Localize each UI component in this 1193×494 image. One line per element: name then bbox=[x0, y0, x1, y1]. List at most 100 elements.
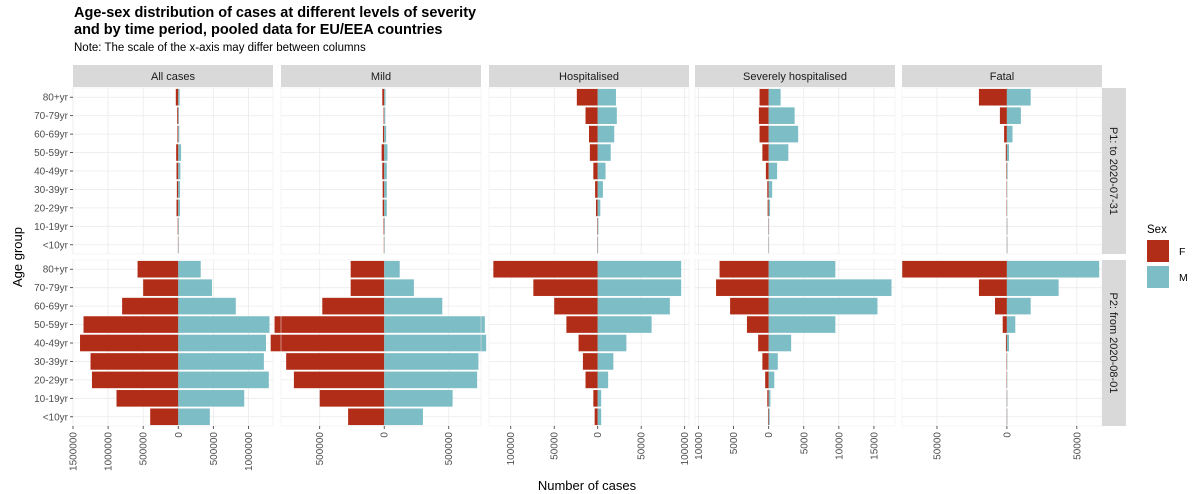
y-tick-label: 40-49yr bbox=[34, 339, 69, 350]
bar-male bbox=[1006, 144, 1009, 161]
chart-subtitle: Note: The scale of the x-axis may differ… bbox=[74, 42, 366, 54]
bar-female bbox=[83, 316, 179, 333]
x-tick-label: 500000 bbox=[315, 432, 326, 466]
y-tick-label: 30-39yr bbox=[34, 357, 69, 368]
legend-swatch bbox=[1147, 240, 1169, 262]
bar-female bbox=[767, 199, 769, 217]
bar-female bbox=[593, 162, 598, 180]
bar-female bbox=[582, 353, 598, 370]
bar-female bbox=[716, 279, 769, 296]
bar-male bbox=[384, 353, 479, 370]
bar-female bbox=[765, 371, 769, 389]
column-strip bbox=[489, 65, 689, 87]
bar-male bbox=[597, 144, 611, 161]
column-strip-label: Fatal bbox=[990, 71, 1014, 83]
bar-male bbox=[384, 408, 423, 426]
y-tick-label: 10-19yr bbox=[34, 394, 69, 405]
bar-male bbox=[384, 88, 386, 106]
bar-female bbox=[322, 297, 385, 315]
bar-male bbox=[178, 125, 180, 143]
bar-female bbox=[493, 260, 598, 278]
bar-male bbox=[178, 408, 210, 426]
bar-male bbox=[768, 316, 836, 333]
x-tick-label: 15000 bbox=[869, 432, 880, 460]
legend-label: F bbox=[1179, 246, 1185, 258]
chart-title: Age-sex distribution of cases at differe… bbox=[74, 5, 477, 38]
bar-male bbox=[1006, 279, 1059, 296]
bar-female bbox=[999, 107, 1007, 124]
bar-male bbox=[178, 316, 270, 333]
bar-male bbox=[178, 279, 212, 296]
bar-male bbox=[597, 279, 682, 296]
bar-male bbox=[178, 260, 201, 278]
y-tick-label: 40-49yr bbox=[34, 167, 69, 178]
bar-male bbox=[178, 390, 245, 407]
bar-female bbox=[767, 181, 769, 198]
bar-male bbox=[178, 353, 264, 370]
y-tick-label: 60-69yr bbox=[34, 130, 69, 141]
bar-female bbox=[767, 408, 769, 426]
bar-female bbox=[566, 316, 598, 333]
bar-male bbox=[384, 260, 400, 278]
bar-female bbox=[533, 279, 598, 296]
bar-male bbox=[384, 162, 387, 180]
y-tick-label: 20-29yr bbox=[34, 203, 69, 214]
y-tick-label: 20-29yr bbox=[34, 375, 69, 386]
bar-male bbox=[384, 144, 388, 161]
bar-male bbox=[768, 107, 795, 124]
row-strip-label: P1: to 2020-07-31 bbox=[1107, 127, 1119, 215]
bar-male bbox=[768, 353, 778, 370]
bar-male bbox=[768, 181, 773, 198]
x-tick-label: 500000 bbox=[209, 432, 220, 466]
bar-female bbox=[762, 353, 769, 370]
bar-female bbox=[1005, 334, 1007, 352]
bar-female bbox=[585, 371, 598, 389]
bar-female bbox=[995, 297, 1007, 315]
bar-female bbox=[746, 316, 769, 333]
bar-female bbox=[759, 125, 769, 143]
bar-female bbox=[382, 162, 385, 180]
bar-female bbox=[381, 144, 385, 161]
bar-male bbox=[384, 316, 485, 333]
bar-female bbox=[143, 279, 179, 296]
bar-male bbox=[1006, 334, 1009, 352]
bar-female bbox=[1006, 162, 1007, 180]
bar-female bbox=[759, 88, 769, 106]
x-tick-label: 50000 bbox=[1072, 432, 1083, 460]
x-tick-label: 1000000 bbox=[104, 432, 115, 471]
panel-border bbox=[280, 259, 482, 427]
y-tick-label: 50-59yr bbox=[34, 320, 69, 331]
bar-female bbox=[382, 181, 385, 198]
y-tick-label: 70-79yr bbox=[34, 111, 69, 122]
bar-female bbox=[274, 316, 385, 333]
bar-female bbox=[382, 199, 385, 217]
bar-female bbox=[137, 260, 179, 278]
row-strip-label: P2: from 2020-08-01 bbox=[1107, 293, 1119, 394]
bar-male bbox=[597, 260, 682, 278]
x-tick-label: 10000 bbox=[834, 432, 845, 460]
legend-swatch bbox=[1147, 266, 1169, 288]
row-strip bbox=[1102, 88, 1126, 254]
bar-male bbox=[178, 181, 181, 198]
x-tick-label: 5000 bbox=[799, 432, 810, 455]
bar-male bbox=[178, 218, 179, 235]
panel-border bbox=[488, 259, 690, 427]
bar-male bbox=[597, 297, 670, 315]
bar-female bbox=[978, 279, 1007, 296]
bar-male bbox=[597, 371, 609, 389]
panel-border bbox=[694, 259, 896, 427]
bar-female bbox=[1004, 125, 1007, 143]
bar-female bbox=[978, 88, 1007, 106]
bar-male bbox=[597, 316, 652, 333]
bar-male bbox=[178, 88, 180, 106]
x-tick-label: 0 bbox=[1002, 432, 1013, 438]
bar-female bbox=[767, 390, 769, 407]
bar-female bbox=[585, 107, 598, 124]
bar-male bbox=[1006, 88, 1031, 106]
bar-female bbox=[594, 408, 598, 426]
x-tick-label: 5000 bbox=[729, 432, 740, 455]
bar-male bbox=[384, 199, 387, 217]
column-strip bbox=[73, 65, 273, 87]
bar-female bbox=[177, 218, 179, 235]
row-strip bbox=[1102, 260, 1126, 426]
